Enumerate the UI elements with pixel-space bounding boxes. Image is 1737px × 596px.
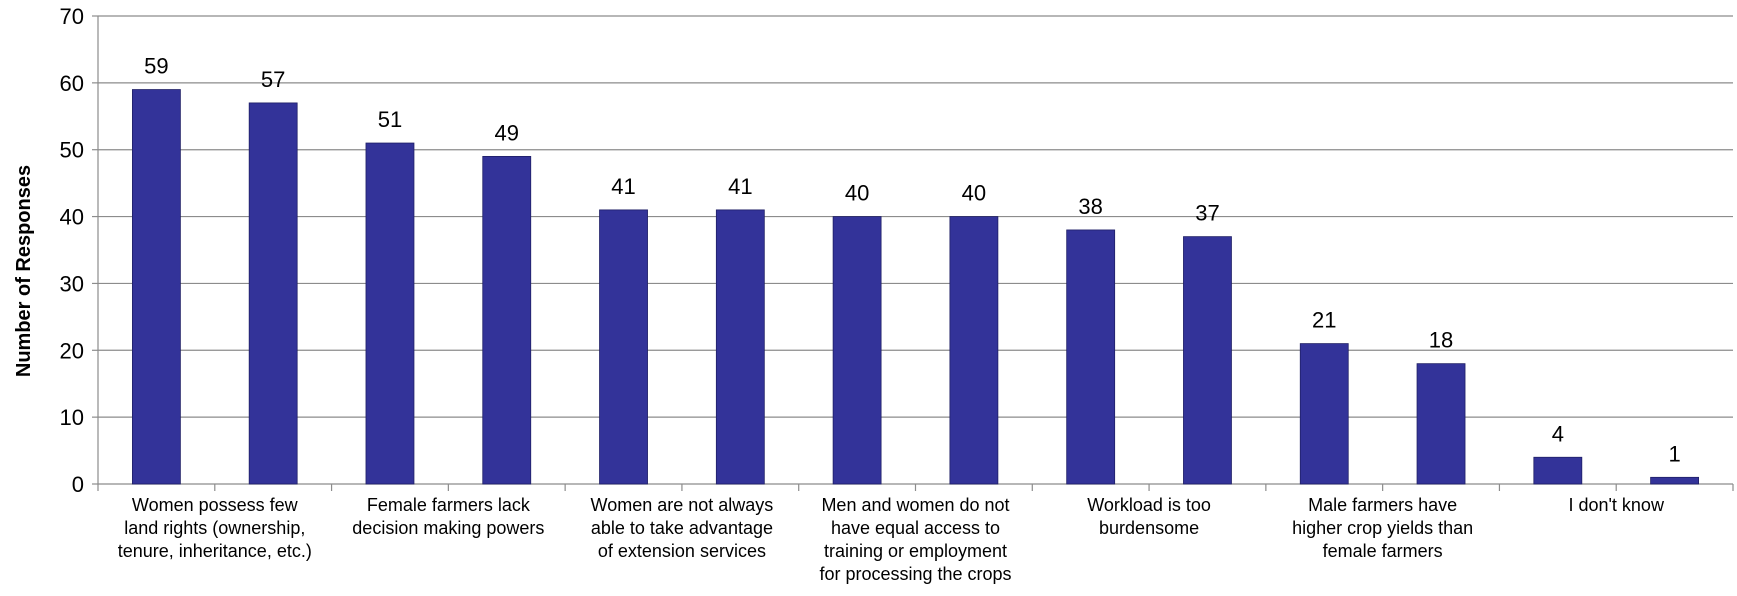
category-label-line: Male farmers have <box>1308 495 1457 515</box>
grid-lines <box>98 15 1733 418</box>
bar <box>1183 236 1232 485</box>
bar <box>365 142 415 485</box>
category-label-line: Women are not always <box>591 495 774 515</box>
category-label-line: tenure, inheritance, etc.) <box>118 541 312 561</box>
y-axis-title: Number of Responses <box>13 165 35 377</box>
category-label-line: decision making powers <box>352 518 544 538</box>
y-tick-label: 30 <box>60 271 84 296</box>
data-label: 21 <box>1312 308 1336 333</box>
category-label-line: training or employment <box>824 541 1007 561</box>
y-tick-label: 20 <box>60 338 84 363</box>
category-label-line: Female farmers lack <box>367 495 531 515</box>
category-label-line: Women possess few <box>132 495 299 515</box>
y-tick-label: 50 <box>60 138 84 163</box>
bars <box>131 89 1700 485</box>
category-label-line: land rights (ownership, <box>124 518 305 538</box>
bar <box>1066 229 1116 485</box>
bar <box>1416 363 1466 485</box>
data-label: 41 <box>611 174 635 199</box>
data-label: 57 <box>261 67 285 92</box>
data-label: 59 <box>144 54 168 79</box>
category-labels: Women possess few land rights (ownership,… <box>118 495 1665 584</box>
bar <box>832 216 882 485</box>
data-label: 51 <box>378 107 402 132</box>
y-tick-label: 40 <box>60 205 84 230</box>
data-label: 41 <box>728 174 752 199</box>
category-label-line: burdensome <box>1099 518 1199 538</box>
category-label-line: able to take advantage <box>591 518 773 538</box>
bar <box>131 89 181 485</box>
category-label-line: Workload is too <box>1087 495 1211 515</box>
data-label: 38 <box>1078 194 1102 219</box>
data-label: 18 <box>1429 328 1453 353</box>
bar <box>1299 343 1349 485</box>
data-label: 1 <box>1668 441 1680 466</box>
data-label: 40 <box>962 181 986 206</box>
bar <box>715 209 765 485</box>
bar <box>1533 456 1583 485</box>
y-tick-label: 0 <box>72 472 84 497</box>
category-label-line: of extension services <box>598 541 766 561</box>
bar <box>482 155 532 485</box>
data-label: 49 <box>495 120 519 145</box>
y-tick-label: 70 <box>60 4 84 29</box>
category-label-line: Men and women do not <box>821 495 1009 515</box>
axes: 0 10 20 30 40 50 60 70 <box>60 4 1734 497</box>
data-label: 4 <box>1552 421 1564 446</box>
data-label: 37 <box>1195 201 1219 226</box>
category-label-line: I don't know <box>1568 495 1664 515</box>
category-label-line: for processing the crops <box>819 564 1011 584</box>
category-label-line: higher crop yields than <box>1292 518 1473 538</box>
y-tick-label: 10 <box>60 405 84 430</box>
bar <box>949 216 999 485</box>
bar <box>599 209 648 485</box>
y-tick-label: 60 <box>60 71 84 96</box>
category-label-line: have equal access to <box>831 518 1000 538</box>
bar <box>1650 476 1700 485</box>
bar <box>248 102 298 485</box>
category-label-line: female farmers <box>1323 541 1443 561</box>
data-label: 40 <box>845 181 869 206</box>
